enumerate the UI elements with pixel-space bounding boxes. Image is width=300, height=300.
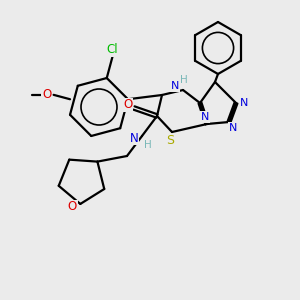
Text: O: O	[42, 88, 51, 101]
Text: H: H	[180, 75, 188, 85]
Text: N: N	[171, 81, 179, 91]
Text: Cl: Cl	[106, 43, 118, 56]
Text: O: O	[68, 200, 77, 213]
Text: N: N	[130, 131, 138, 145]
Text: N: N	[201, 112, 209, 122]
Text: O: O	[123, 98, 133, 112]
Text: N: N	[240, 98, 248, 108]
Text: S: S	[166, 134, 174, 148]
Text: N: N	[229, 123, 237, 133]
Text: H: H	[144, 140, 152, 150]
